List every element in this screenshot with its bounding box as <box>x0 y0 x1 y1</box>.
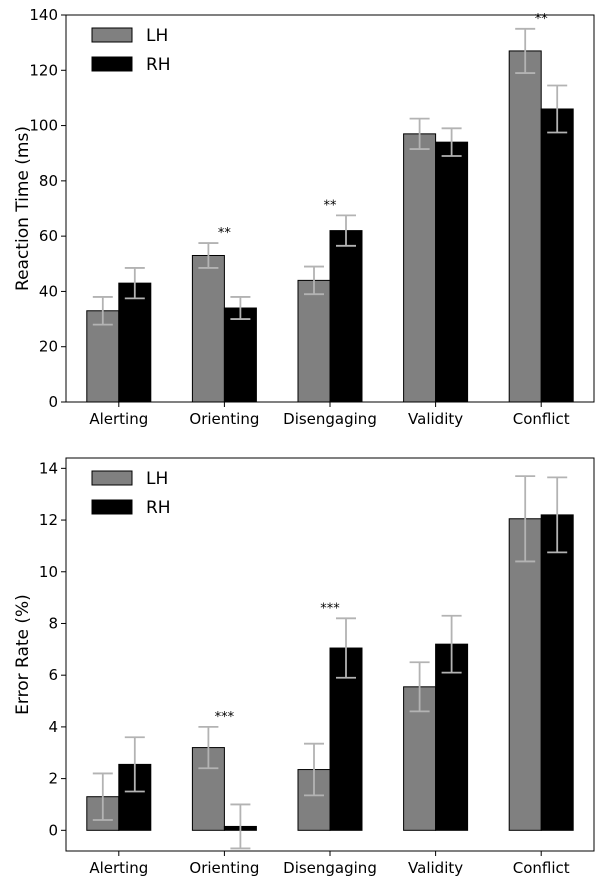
legend-swatch-lh <box>91 27 133 43</box>
x-tick-label: Conflict <box>513 410 570 428</box>
y-tick-label: 20 <box>39 338 58 356</box>
significance-label: ** <box>535 12 549 27</box>
y-axis-title: Error Rate (%) <box>13 594 33 715</box>
y-tick-label: 14 <box>39 459 58 477</box>
significance-label: ** <box>324 198 338 213</box>
x-tick-label: Orienting <box>189 410 259 428</box>
y-axis-title: Reaction Time (ms) <box>13 126 33 291</box>
x-tick-label: Alerting <box>89 859 148 877</box>
y-tick-label: 2 <box>48 770 58 788</box>
y-tick-label: 8 <box>48 614 58 632</box>
significance-label: ** <box>218 226 232 241</box>
bar-lh-disengaging <box>297 279 331 403</box>
bar-rh-orienting <box>223 307 257 403</box>
x-tick-label: Alerting <box>89 410 148 428</box>
reaction-time-chart: ** ** ** 0 20 40 60 80 100 120 140 Alerting Orientin… <box>13 6 595 428</box>
bar-rh-conflict <box>540 514 574 831</box>
y-tick-label: 120 <box>29 61 58 79</box>
bar-rh-disengaging <box>329 230 363 403</box>
bar-rh-validity <box>435 141 469 403</box>
x-tick-label: Disengaging <box>283 859 377 877</box>
legend-label-rh: RH <box>146 498 171 518</box>
significance-label: *** <box>215 710 235 725</box>
legend-swatch-rh <box>91 499 133 515</box>
bar-rh-conflict <box>540 108 574 403</box>
y-tick-label: 140 <box>29 6 58 24</box>
legend-swatch-rh <box>91 56 133 72</box>
bar-rh-alerting <box>118 282 152 403</box>
y-tick-label: 40 <box>39 282 58 300</box>
y-tick-label: 6 <box>48 666 58 684</box>
y-tick-label: 80 <box>39 172 58 190</box>
y-tick-label: 0 <box>48 393 58 411</box>
bar-lh-alerting <box>86 310 120 403</box>
bar-lh-validity <box>403 133 437 403</box>
bar-rh-validity <box>435 643 469 831</box>
legend-label-lh: LH <box>146 469 168 489</box>
y-tick-label: 12 <box>39 511 58 529</box>
y-tick-label: 10 <box>39 563 58 581</box>
legend-swatch-lh <box>91 470 133 486</box>
x-tick-label: Disengaging <box>283 410 377 428</box>
y-tick-label: 60 <box>39 227 58 245</box>
y-tick-label: 0 <box>48 821 58 839</box>
legend-label-rh: RH <box>146 55 171 75</box>
y-tick-label: 4 <box>48 718 58 736</box>
y-tick-label: 100 <box>29 117 58 135</box>
x-tick-label: Validity <box>408 410 463 428</box>
bar-lh-orienting <box>191 254 225 403</box>
bar-lh-conflict <box>508 518 542 831</box>
x-tick-label: Validity <box>408 859 463 877</box>
x-tick-label: Orienting <box>189 859 259 877</box>
error-rate-chart: *** *** 0 2 4 6 8 10 12 14 Alerting Orienting Diseng… <box>13 457 595 877</box>
significance-label: *** <box>320 601 340 616</box>
bar-lh-conflict <box>508 50 542 403</box>
legend-label-lh: LH <box>146 26 168 46</box>
x-tick-label: Conflict <box>513 859 570 877</box>
